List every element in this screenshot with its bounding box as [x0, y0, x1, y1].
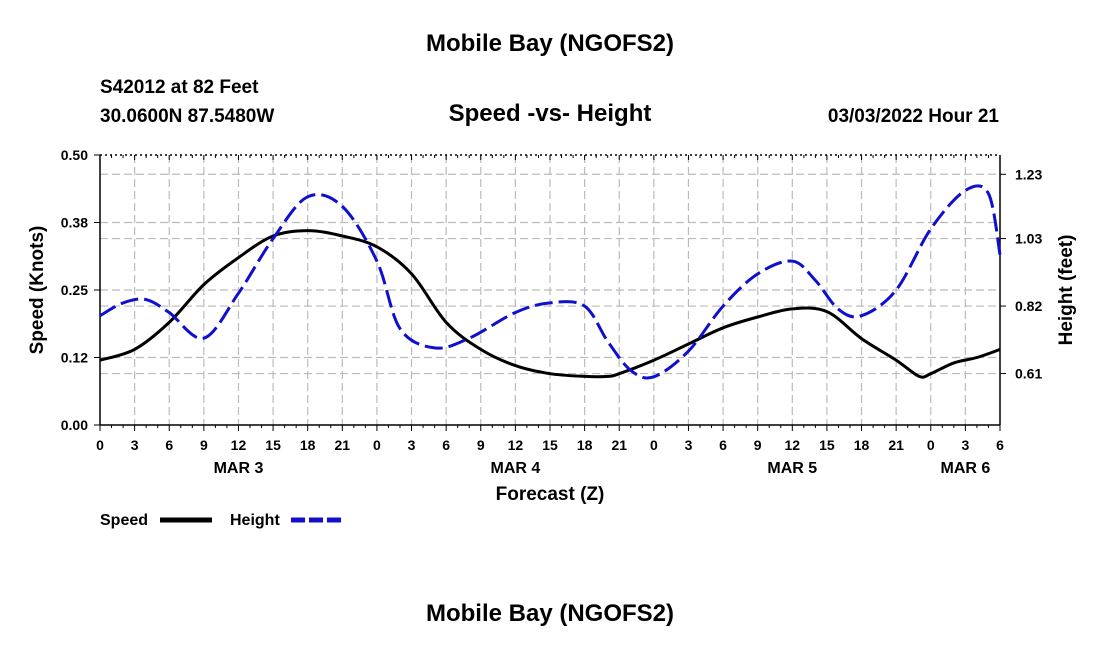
x-tick-label: 6 [165, 437, 173, 453]
x-tick-label: 18 [577, 437, 593, 453]
title-top: Mobile Bay (NGOFS2) [425, 30, 675, 57]
x-tick-label: 15 [542, 437, 558, 453]
x-tick-label: 0 [650, 437, 658, 453]
y-tick-label-left: 0.00 [61, 417, 88, 433]
y-tick-label-left: 0.25 [61, 282, 88, 298]
coords-label: 30.0600N 87.5480W [100, 106, 275, 127]
x-tick-label: 0 [373, 437, 381, 453]
y-tick-label-right: 1.03 [1015, 231, 1042, 247]
date-label: MAR 6 [940, 460, 990, 477]
x-tick-label: 21 [888, 437, 904, 453]
series-lines [99, 184, 1002, 380]
legend-height-label: Height [230, 512, 280, 529]
y-axis-label-right: Height (feet) [1056, 235, 1077, 346]
y-tick-label-left: 0.12 [61, 350, 88, 366]
axes [94, 154, 1006, 431]
x-tick-label: 12 [231, 437, 247, 453]
y-tick-label-right: 1.23 [1015, 166, 1042, 182]
datetime-label: 03/03/2022 Hour 21 [827, 106, 999, 127]
x-tick-label: 3 [131, 437, 139, 453]
x-tick-label: 0 [927, 437, 935, 453]
legend: Speed Height [100, 512, 343, 529]
series-line-height [99, 184, 1002, 380]
x-tick-label: 12 [508, 437, 524, 453]
date-label: MAR 5 [767, 460, 817, 477]
chart-title: Speed -vs- Height [448, 100, 652, 127]
x-tick-label: 6 [719, 437, 727, 453]
y-tick-label-left: 0.38 [61, 215, 88, 231]
date-label: MAR 4 [490, 460, 540, 477]
x-tick-label: 0 [96, 437, 104, 453]
x-tick-label: 18 [854, 437, 870, 453]
x-tick-label: 3 [961, 437, 969, 453]
x-tick-label: 3 [408, 437, 416, 453]
date-label: MAR 3 [214, 460, 264, 477]
x-tick-label: 18 [300, 437, 316, 453]
x-tick-label: 9 [200, 437, 208, 453]
x-tick-label: 9 [477, 437, 485, 453]
x-tick-label: 15 [819, 437, 835, 453]
station-label: S42012 at 82 Feet [100, 77, 259, 98]
x-tick-label: 12 [785, 437, 801, 453]
title-bottom: Mobile Bay (NGOFS2) [425, 600, 675, 627]
legend-speed-label: Speed [100, 512, 148, 529]
x-tick-label: 15 [265, 437, 281, 453]
y-axis-label-left: Speed (Knots) [27, 226, 48, 355]
x-tick-label: 6 [442, 437, 450, 453]
x-tick-label: 3 [685, 437, 693, 453]
y-tick-label-right: 0.82 [1015, 298, 1042, 314]
x-tick-label: 21 [611, 437, 627, 453]
x-tick-label: 9 [754, 437, 762, 453]
series-line-speed [99, 229, 1001, 379]
grid [100, 155, 1000, 425]
x-tick-label: 6 [996, 437, 1004, 453]
tick-labels: 0 3 6 9 12 15 18 21 0 3 6 9 12 15 18 21 0 3 6 9 12 15 18 21 0 3 6M… [61, 147, 1043, 477]
y-tick-label-left: 0.50 [61, 147, 88, 163]
y-tick-label-right: 0.61 [1015, 366, 1042, 382]
x-tick-label: 21 [335, 437, 351, 453]
x-axis-label: Forecast (Z) [496, 484, 605, 505]
